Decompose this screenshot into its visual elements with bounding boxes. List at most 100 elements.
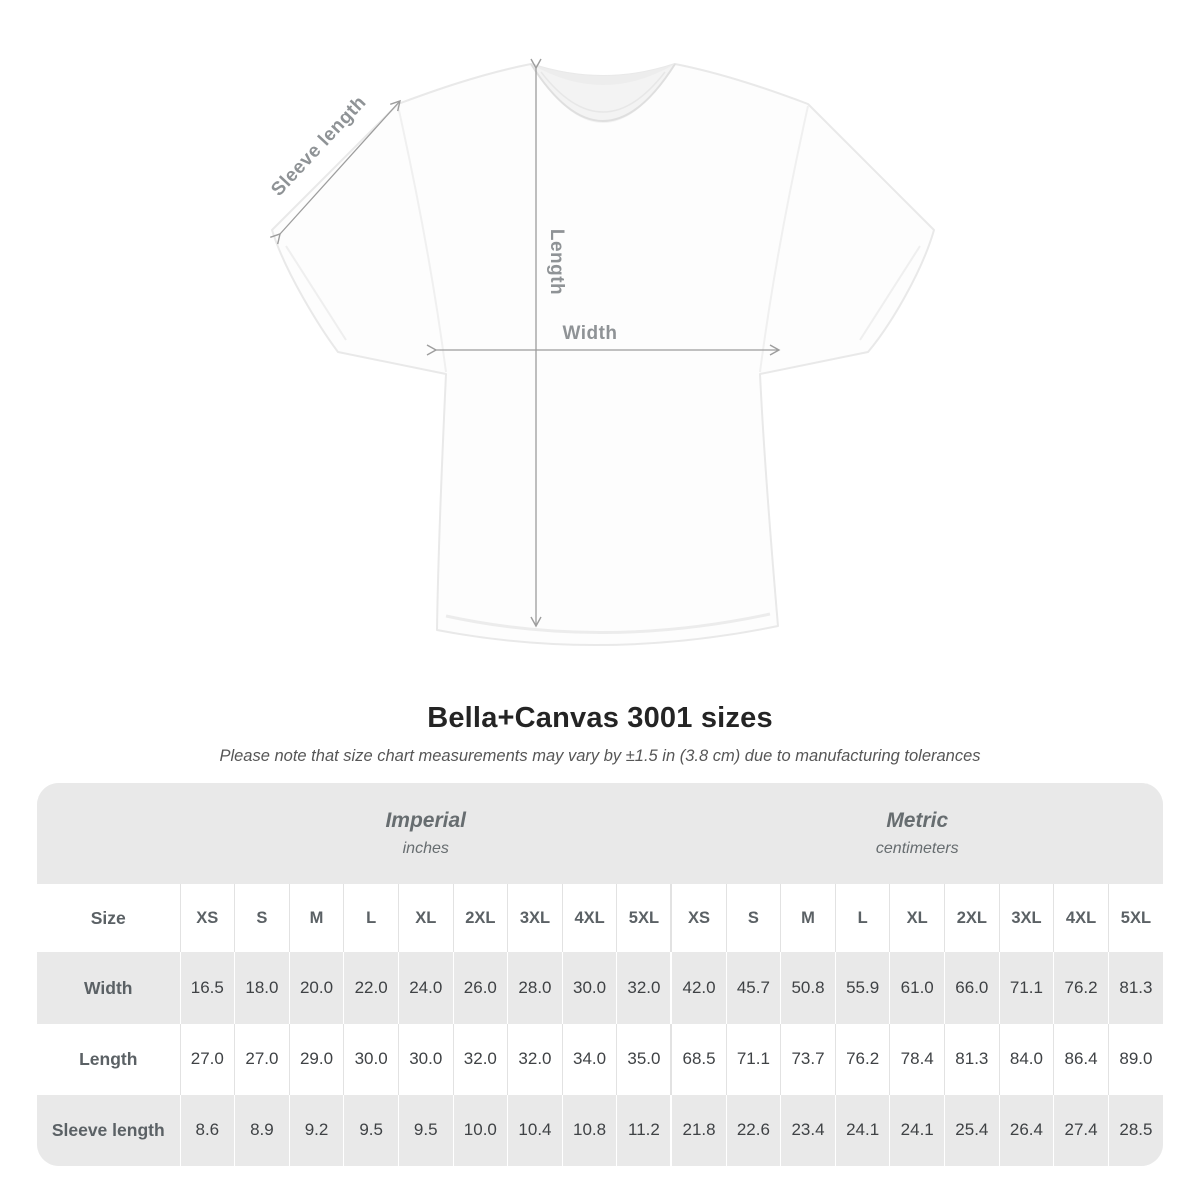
value-cell: 25.4 xyxy=(944,1094,1000,1166)
value-cell: 32.0 xyxy=(507,1023,563,1095)
right-armhole-seam xyxy=(759,105,809,373)
value-cell: 24.0 xyxy=(397,952,454,1024)
unit-sublabel: inches xyxy=(402,840,449,858)
value-cell: 81.3 xyxy=(944,1023,1000,1095)
width-measure-label: Width xyxy=(562,323,617,344)
value-cell: 28.0 xyxy=(507,952,563,1024)
size-table-body: Imperial inches Metric centimeters Size XS S M L… xyxy=(37,783,1163,1166)
value-cell: 9.5 xyxy=(343,1094,399,1166)
value-cell: 66.0 xyxy=(944,952,1000,1024)
value-cell: 76.2 xyxy=(834,1023,890,1095)
size-header-imperial-xl: XL xyxy=(397,884,454,953)
value-cell: 10.8 xyxy=(561,1094,617,1166)
size-header-metric-xs: XS xyxy=(670,884,727,953)
value-cell: 84.0 xyxy=(998,1023,1054,1095)
value-cell: 8.6 xyxy=(179,1094,235,1166)
length-measure-label: Length xyxy=(546,229,567,295)
value-cell: 20.0 xyxy=(288,952,344,1024)
unit-name: Imperial xyxy=(385,809,467,833)
size-header-metric-4xl: 4XL xyxy=(1053,884,1109,953)
measurement-row-width: Width 16.5 18.0 20.0 22.0 24.0 26.0 28.0 30.0 32.… xyxy=(37,952,1163,1024)
bottom-hem-seam xyxy=(445,612,771,635)
value-cell: 22.6 xyxy=(725,1094,781,1166)
row-label: Length xyxy=(37,1023,180,1095)
value-cell: 24.1 xyxy=(889,1094,945,1166)
size-header-metric-m: M xyxy=(780,884,836,953)
value-cell: 27.0 xyxy=(234,1023,290,1095)
collar-inner-seam xyxy=(540,71,666,113)
value-cell: 30.0 xyxy=(343,1023,399,1095)
value-cell: 9.5 xyxy=(397,1094,454,1166)
tshirt-illustration: Width Length Sleeve length xyxy=(267,58,935,647)
value-cell: 61.0 xyxy=(889,952,945,1024)
size-header-metric-3xl: 3XL xyxy=(998,884,1054,953)
value-cell: 30.0 xyxy=(561,952,617,1024)
value-cell: 10.0 xyxy=(452,1094,508,1166)
size-header-imperial-5xl: 5XL xyxy=(616,884,672,953)
unit-header-imperial: Imperial inches xyxy=(180,783,672,885)
value-cell: 32.0 xyxy=(452,1023,508,1095)
sizes-header-row: Size XS S M L XL 2XL 3XL 4XL 5XL XS S M L XL 2XL 3XL 4XL 5… xyxy=(37,884,1163,953)
value-cell: 71.1 xyxy=(998,952,1054,1024)
value-cell: 30.0 xyxy=(397,1023,454,1095)
value-cell: 32.0 xyxy=(616,952,672,1024)
value-cell: 18.0 xyxy=(234,952,290,1024)
value-cell: 24.1 xyxy=(834,1094,890,1166)
value-cell: 27.4 xyxy=(1053,1094,1109,1166)
measurement-row-length: Length 27.0 27.0 29.0 30.0 30.0 32.0 32.0 34.0 35… xyxy=(37,1023,1163,1095)
left-sleeve-hem xyxy=(285,245,347,341)
size-header-imperial-s: S xyxy=(234,884,290,953)
value-cell: 23.4 xyxy=(780,1094,836,1166)
value-cell: 27.0 xyxy=(179,1023,235,1095)
unit-sublabel: centimeters xyxy=(875,840,959,858)
value-cell: 29.0 xyxy=(288,1023,344,1095)
back-neck-band xyxy=(531,64,675,85)
value-cell: 55.9 xyxy=(834,952,890,1024)
size-column-header: Size xyxy=(37,884,180,953)
value-cell: 76.2 xyxy=(1053,952,1109,1024)
unit-header-row: Imperial inches Metric centimeters xyxy=(37,783,1163,885)
value-cell: 10.4 xyxy=(507,1094,563,1166)
size-header-metric-l: L xyxy=(834,884,890,953)
value-cell: 22.0 xyxy=(343,952,399,1024)
value-cell: 81.3 xyxy=(1107,952,1163,1024)
value-cell: 35.0 xyxy=(616,1023,672,1095)
unit-header-metric: Metric centimeters xyxy=(671,783,1163,885)
right-sleeve-hem xyxy=(859,245,921,341)
measurement-row-sleeve-length: Sleeve length 8.6 8.9 9.2 9.5 9.5 10.0 10.4 10.8… xyxy=(37,1094,1163,1166)
value-cell: 89.0 xyxy=(1107,1023,1163,1095)
value-cell: 86.4 xyxy=(1053,1023,1109,1095)
tshirt-body xyxy=(271,63,935,647)
value-cell: 16.5 xyxy=(179,952,235,1024)
size-header-metric-s: S xyxy=(725,884,781,953)
size-header-metric-2xl: 2XL xyxy=(944,884,1000,953)
value-cell: 9.2 xyxy=(288,1094,344,1166)
size-header-imperial-3xl: 3XL xyxy=(507,884,563,953)
size-table: Imperial inches Metric centimeters Size XS S M L… xyxy=(37,783,1163,1166)
value-cell: 8.9 xyxy=(234,1094,290,1166)
size-header-imperial-xs: XS xyxy=(179,884,235,953)
value-cell: 26.0 xyxy=(452,952,508,1024)
value-cell: 21.8 xyxy=(670,1094,727,1166)
value-cell: 26.4 xyxy=(998,1094,1054,1166)
row-label: Width xyxy=(37,952,180,1024)
value-cell: 11.2 xyxy=(616,1094,672,1166)
unit-name: Metric xyxy=(886,809,949,833)
value-cell: 42.0 xyxy=(670,952,727,1024)
size-header-metric-5xl: 5XL xyxy=(1107,884,1163,953)
value-cell: 34.0 xyxy=(561,1023,617,1095)
page-title: Bella+Canvas 3001 sizes xyxy=(427,702,773,734)
size-header-metric-xl: XL xyxy=(889,884,945,953)
value-cell: 45.7 xyxy=(725,952,781,1024)
row-label: Sleeve length xyxy=(37,1094,180,1166)
size-table-card: Imperial inches Metric centimeters Size XS S M L… xyxy=(37,783,1163,1166)
size-header-imperial-4xl: 4XL xyxy=(561,884,617,953)
size-header-imperial-m: M xyxy=(288,884,344,953)
value-cell: 28.5 xyxy=(1107,1094,1163,1166)
tshirt-diagram: Width Length Sleeve length xyxy=(267,58,935,647)
sleeve-measure-line xyxy=(270,99,401,245)
value-cell: 73.7 xyxy=(780,1023,836,1095)
left-armhole-seam xyxy=(397,105,447,373)
value-cell: 78.4 xyxy=(889,1023,945,1095)
